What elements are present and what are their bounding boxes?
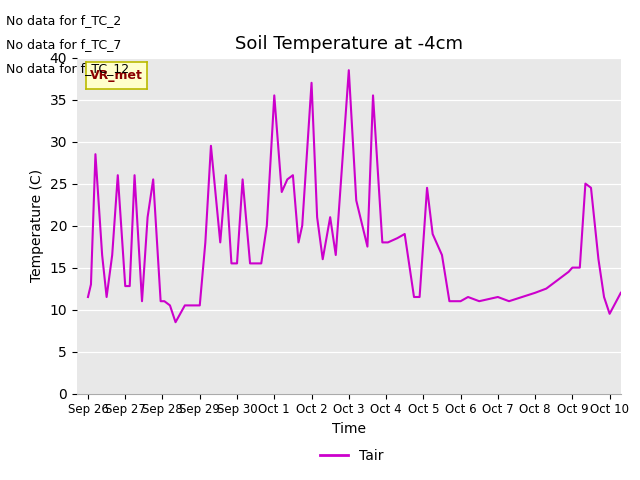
- Text: No data for f_TC_7: No data for f_TC_7: [6, 38, 122, 51]
- Text: No data for f_TC_12: No data for f_TC_12: [6, 62, 129, 75]
- Legend: Tair: Tair: [315, 443, 389, 468]
- X-axis label: Time: Time: [332, 422, 366, 436]
- Title: Soil Temperature at -4cm: Soil Temperature at -4cm: [235, 35, 463, 53]
- Y-axis label: Temperature (C): Temperature (C): [30, 169, 44, 282]
- Text: VR_met: VR_met: [90, 69, 143, 82]
- Text: No data for f_TC_2: No data for f_TC_2: [6, 14, 122, 27]
